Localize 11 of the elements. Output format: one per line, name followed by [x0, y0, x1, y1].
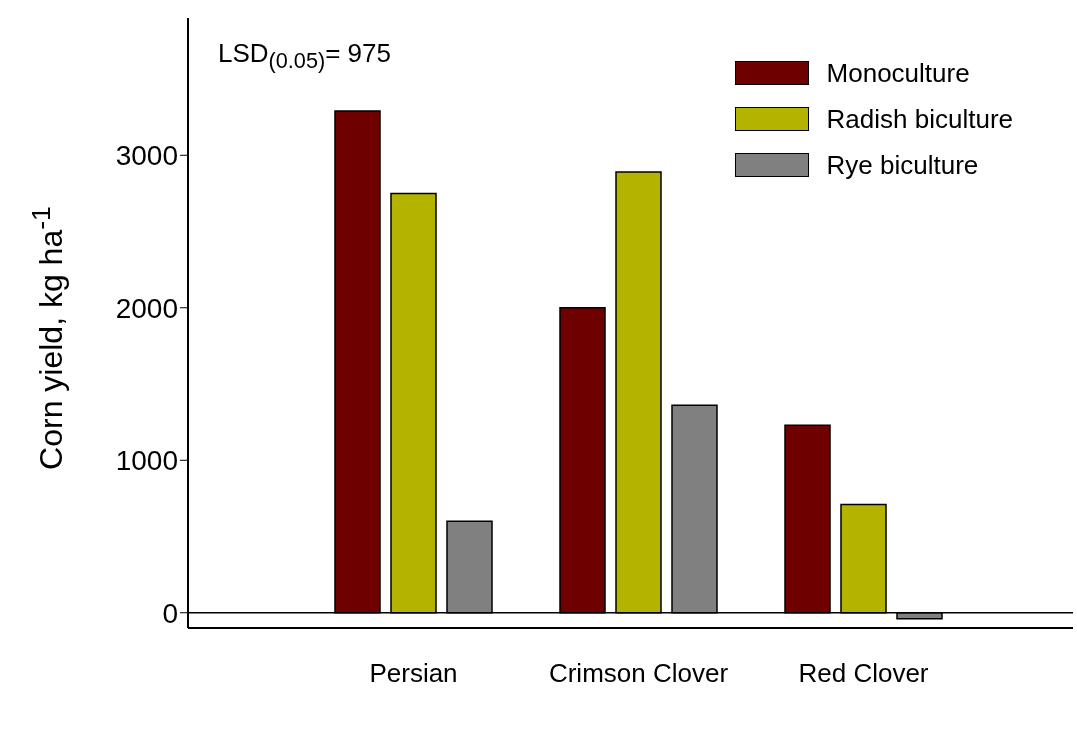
y-tick-label: 2000	[115, 292, 178, 324]
y-tick-label: 0	[162, 597, 178, 629]
legend-label: Rye biculture	[826, 149, 979, 181]
x-tick-label: Crimson Clover	[548, 658, 729, 689]
annotation: LSD$_{(0.05)}$= 975	[218, 38, 391, 75]
legend-label: Radish biculture	[826, 103, 1013, 135]
y-tick-label: 1000	[115, 445, 178, 477]
legend-label: Monoculture	[826, 57, 970, 89]
x-tick-label: Red Clover	[798, 658, 929, 689]
y-tick-label: 3000	[115, 140, 178, 172]
x-tick-label: Persian	[369, 658, 458, 689]
